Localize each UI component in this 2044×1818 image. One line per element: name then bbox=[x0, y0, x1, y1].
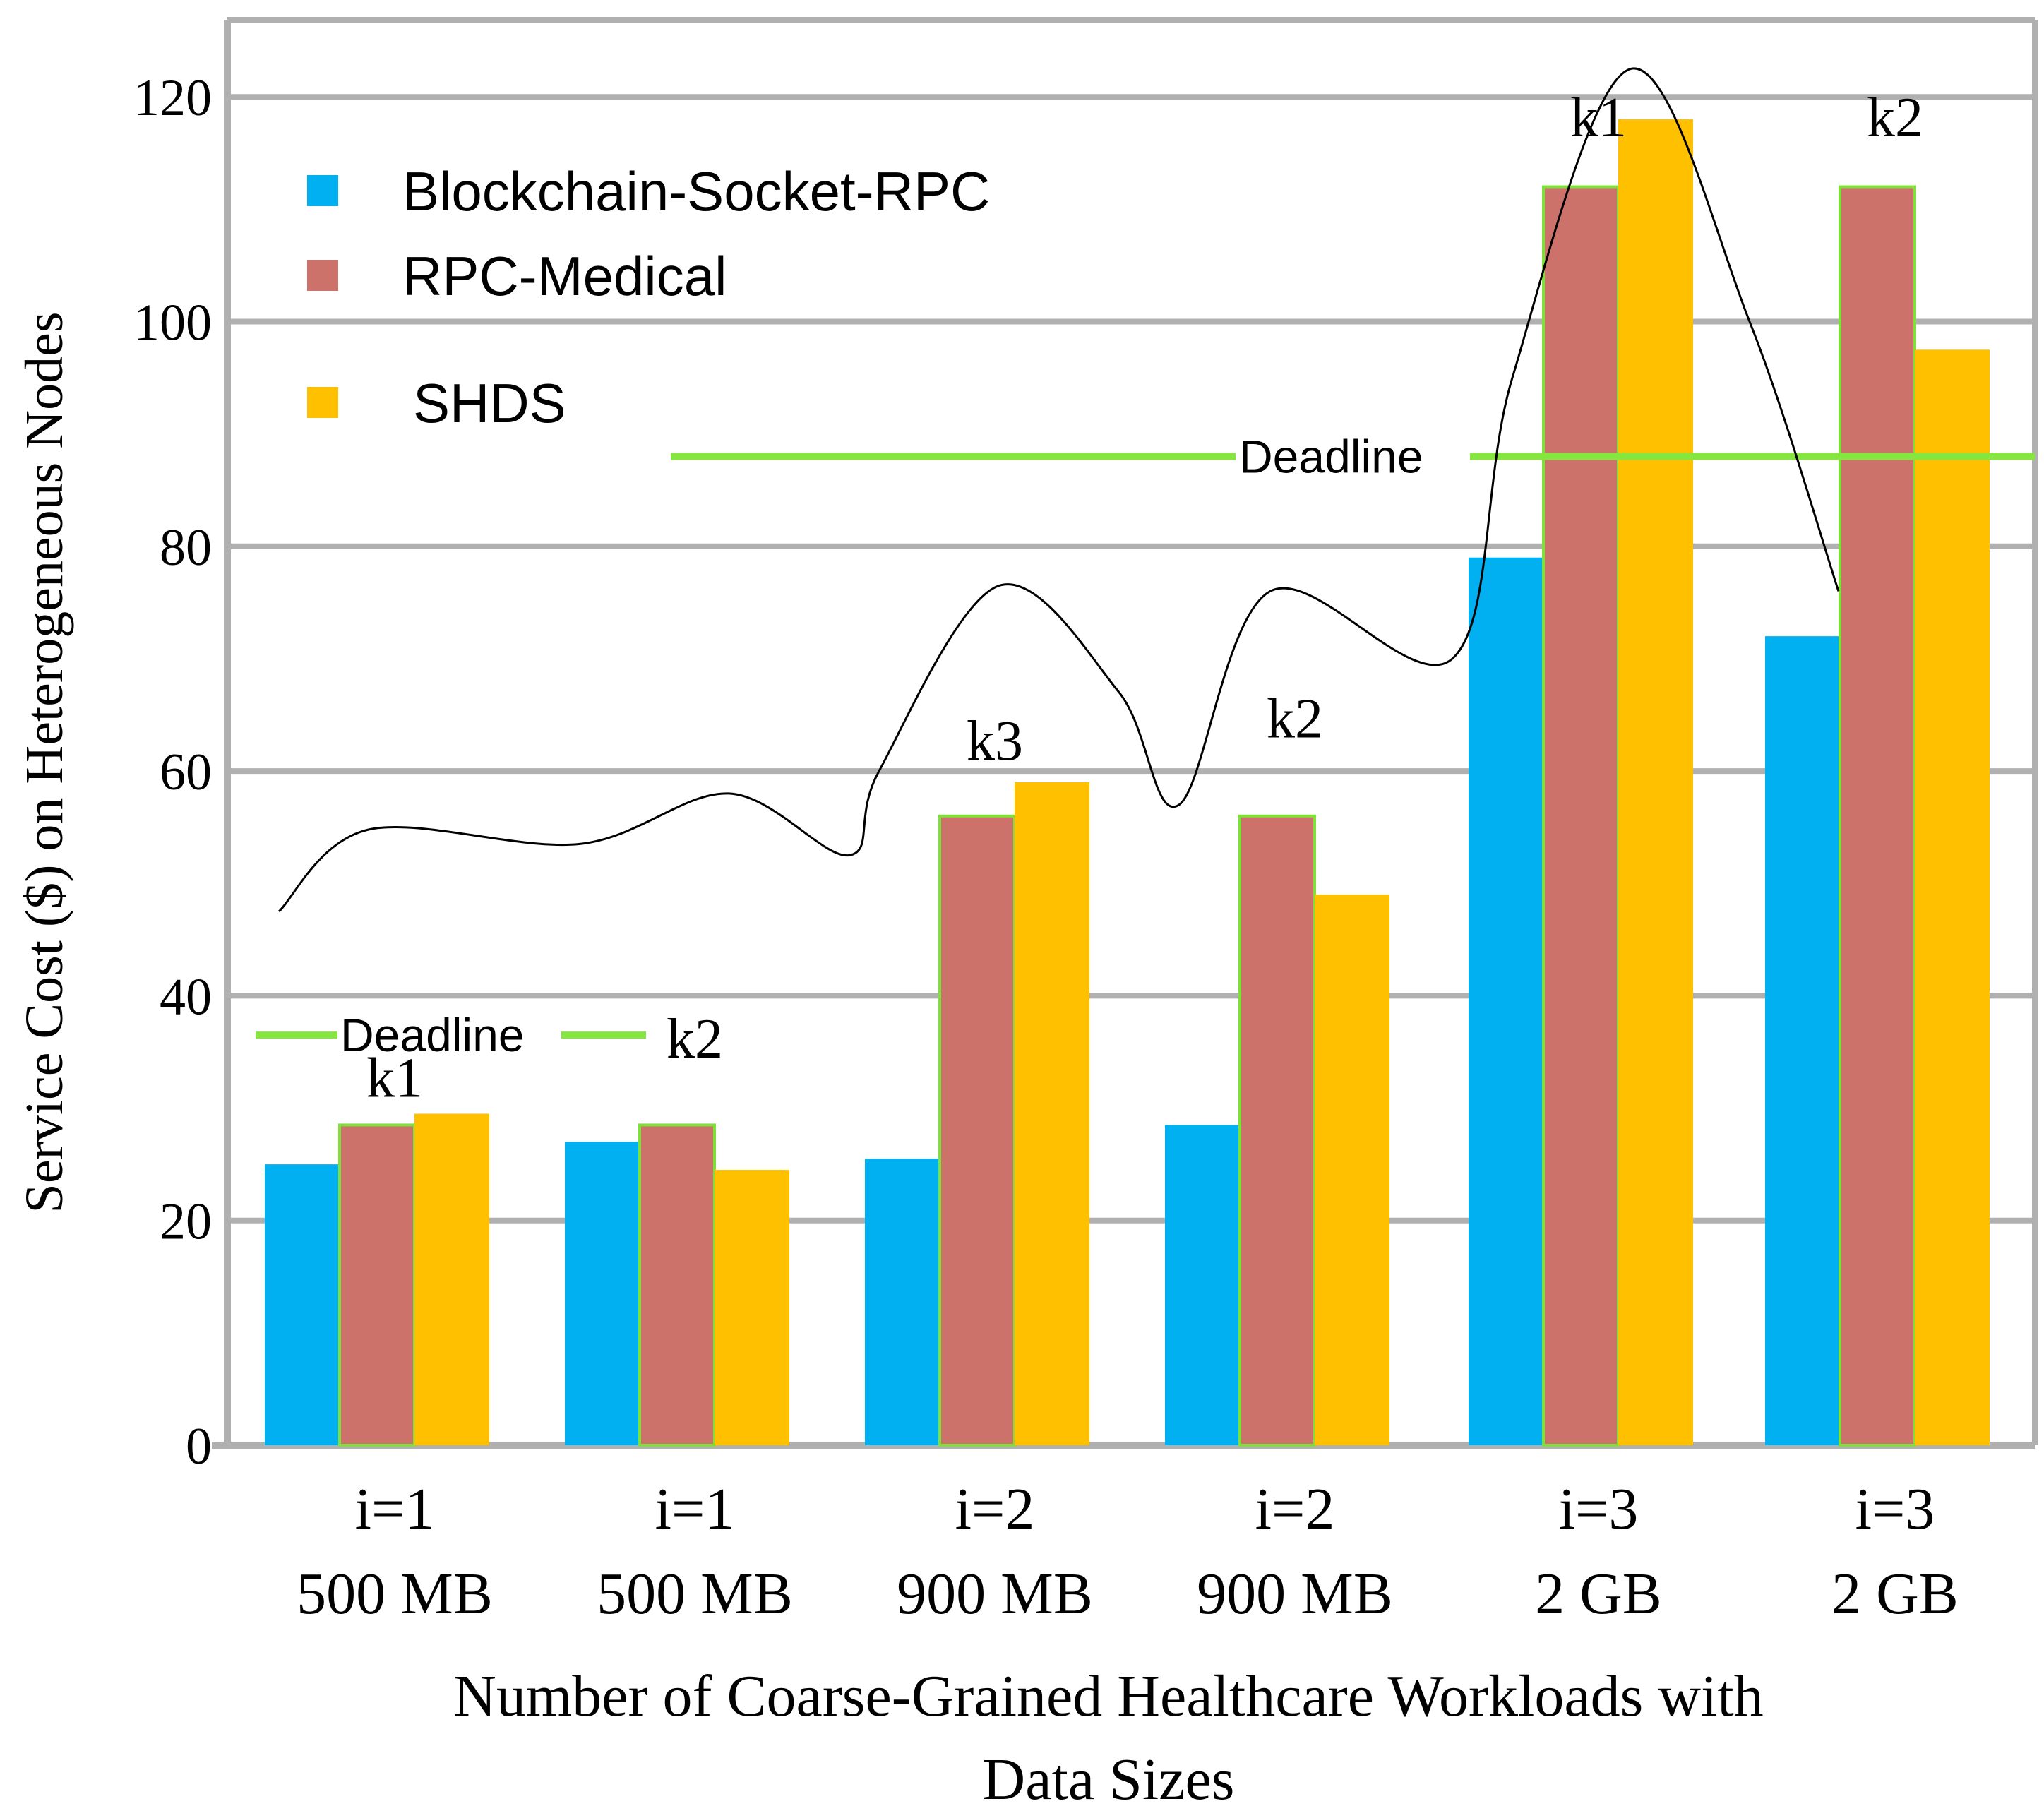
legend-swatch-1 bbox=[307, 175, 338, 206]
k-label-3: k3 bbox=[967, 710, 1023, 772]
bar-rpc-medical-2 bbox=[638, 1123, 716, 1447]
deadline-label-2: Deadline bbox=[1239, 430, 1423, 482]
x-tick-label-line1: i=1 bbox=[655, 1476, 735, 1542]
legend-label-2: RPC-Medical bbox=[402, 245, 727, 307]
x-tick-label-line2: 900 MB bbox=[1197, 1561, 1393, 1627]
bar-rpc-medical-3 bbox=[938, 814, 1016, 1447]
x-tick-label-line2: 2 GB bbox=[1831, 1561, 1959, 1627]
x-tick-label-line1: i=1 bbox=[355, 1476, 435, 1542]
x-tick-label-line2: 2 GB bbox=[1535, 1561, 1662, 1627]
deadline-label-1: Deadline bbox=[340, 1009, 525, 1061]
x-tick-label-line2: 500 MB bbox=[297, 1561, 493, 1627]
annotation-curve-path bbox=[277, 67, 1840, 913]
k-label-2: k2 bbox=[667, 1008, 723, 1070]
bar-shds-1 bbox=[414, 1113, 489, 1445]
x-tick-label-line1: i=3 bbox=[1855, 1476, 1935, 1542]
x-axis-title-line2: Data Sizes bbox=[983, 1747, 1235, 1812]
x-tick-label-line1: i=2 bbox=[955, 1476, 1035, 1542]
bars bbox=[265, 119, 1990, 1447]
bar-blockchain-socket-rpc-6 bbox=[1765, 636, 1840, 1445]
k-label-5: k1 bbox=[1570, 87, 1627, 149]
x-tick-label-line2: 900 MB bbox=[897, 1561, 1093, 1627]
k-label-6: k2 bbox=[1867, 87, 1923, 149]
y-tick-label: 20 bbox=[160, 1193, 212, 1251]
x-axis-title-line1: Number of Coarse-Grained Healthcare Work… bbox=[453, 1663, 1763, 1729]
x-tick-label-line2: 500 MB bbox=[597, 1561, 793, 1627]
y-tick-label: 60 bbox=[160, 743, 212, 801]
x-tick-label-line1: i=2 bbox=[1255, 1476, 1335, 1542]
plot-frame bbox=[212, 17, 2038, 1449]
k-label-4: k2 bbox=[1267, 688, 1323, 750]
bar-shds-2 bbox=[715, 1170, 789, 1445]
y-tick-label: 100 bbox=[133, 294, 212, 352]
bar-rpc-medical-1 bbox=[338, 1123, 416, 1447]
y-axis-title: Service Cost ($) on Heterogeneous Nodes bbox=[15, 312, 74, 1214]
y-tick-label: 80 bbox=[160, 519, 212, 577]
y-tick-label: 120 bbox=[133, 69, 212, 127]
k-label-1: k1 bbox=[366, 1048, 423, 1110]
bar-blockchain-socket-rpc-3 bbox=[865, 1159, 940, 1445]
bar-blockchain-socket-rpc-1 bbox=[265, 1164, 340, 1445]
bar-shds-4 bbox=[1315, 895, 1389, 1445]
deadline-lines: Deadline Deadline bbox=[256, 430, 2035, 1061]
bar-blockchain-socket-rpc-2 bbox=[565, 1142, 640, 1445]
bar-blockchain-socket-rpc-5 bbox=[1469, 557, 1543, 1445]
bar-blockchain-socket-rpc-4 bbox=[1165, 1125, 1240, 1445]
bar-shds-3 bbox=[1015, 782, 1089, 1445]
labels: k1 k2 k3 k2 k1 k2 i=1 500 MB i=1 500 MB i=2 900 MB i… bbox=[15, 87, 1959, 1812]
bar-shds-6 bbox=[1915, 349, 1990, 1446]
legend-swatch-2 bbox=[307, 260, 338, 291]
grid-lines: 0 20 40 60 80 100 120 bbox=[133, 69, 2035, 1476]
x-tick-label-line1: i=3 bbox=[1559, 1476, 1639, 1542]
bar-rpc-medical-6 bbox=[1839, 185, 1916, 1447]
y-tick-label: 40 bbox=[160, 968, 212, 1026]
bar-shds-5 bbox=[1618, 119, 1693, 1445]
y-tick-label: 0 bbox=[186, 1418, 212, 1476]
legend-swatch-3 bbox=[307, 387, 338, 418]
legend-label-3: SHDS bbox=[413, 372, 566, 434]
legend-label-1: Blockchain-Socket-RPC bbox=[402, 160, 990, 222]
bar-rpc-medical-4 bbox=[1238, 814, 1316, 1447]
annotation-curve bbox=[277, 67, 1840, 913]
legend: Blockchain-Socket-RPC RPC-Medical SHDS bbox=[307, 160, 990, 434]
bar-rpc-medical-5 bbox=[1542, 185, 1620, 1447]
